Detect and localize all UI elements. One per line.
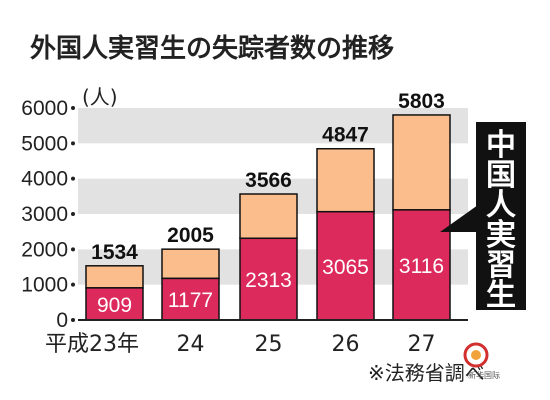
y-tick-mark bbox=[71, 318, 75, 322]
bar-lower-value-label: 1177 bbox=[168, 289, 213, 312]
y-tick-mark bbox=[71, 141, 75, 146]
bar-total-label: 1534 bbox=[91, 241, 138, 264]
y-tick-mark bbox=[71, 176, 75, 181]
x-tick-label: 26 bbox=[332, 332, 360, 357]
bar-upper-segment bbox=[239, 193, 298, 240]
callout-box: 中国人実習生 bbox=[440, 122, 526, 313]
y-tick-label: 2000 bbox=[21, 238, 68, 261]
y-axis-unit-label: (人) bbox=[82, 85, 118, 109]
bar-lower-value-label: 3065 bbox=[322, 256, 369, 279]
y-tick-mark bbox=[71, 247, 75, 252]
bar-upper-segment bbox=[316, 147, 375, 213]
bar-lower-value-label: 909 bbox=[97, 294, 132, 317]
bar-total-label: 3566 bbox=[245, 169, 292, 192]
y-axis: 0 1000 2000 3000 4000 5000 6000 bbox=[21, 97, 75, 332]
bar-lower-value-label: 2313 bbox=[245, 269, 292, 292]
bar-upper-segment bbox=[392, 114, 451, 211]
bar-upper-segment bbox=[161, 248, 220, 280]
bars: 909 1534 1177 2005 2313 3566 3065 4847 3116 5803 bbox=[85, 90, 451, 321]
y-tick-label: 6000 bbox=[21, 97, 68, 120]
bar-total-label: 2005 bbox=[167, 224, 214, 247]
y-tick-label: 5000 bbox=[21, 132, 68, 155]
chart-title: 外国人実習生の失踪者数の推移 bbox=[30, 33, 394, 64]
bar-lower-segment bbox=[85, 287, 144, 321]
watermark: 新华国际 bbox=[463, 342, 500, 380]
x-tick-label: 25 bbox=[255, 332, 283, 357]
callout-label: 中国人実習生 bbox=[486, 128, 516, 313]
y-tick-label: 0 bbox=[56, 309, 68, 332]
watermark-logo-inner bbox=[471, 350, 481, 360]
y-tick-label: 4000 bbox=[21, 168, 68, 191]
bar-lower-segment bbox=[239, 237, 298, 321]
y-tick-label: 1000 bbox=[21, 274, 68, 297]
y-tick-label: 3000 bbox=[21, 203, 68, 226]
x-axis: 平成23年 24 25 26 27 bbox=[45, 319, 468, 357]
source-note: ※法務省調べ bbox=[368, 361, 485, 385]
x-tick-label: 27 bbox=[408, 332, 436, 357]
y-tick-mark bbox=[71, 212, 75, 216]
bar-total-label: 5803 bbox=[398, 90, 445, 113]
x-tick-label: 24 bbox=[177, 332, 205, 357]
y-tick-mark bbox=[71, 282, 75, 287]
bar-lower-segment bbox=[161, 277, 220, 321]
watermark-logo-icon bbox=[463, 342, 489, 368]
bar-total-label: 4847 bbox=[322, 124, 369, 147]
watermark-text: 新华国际 bbox=[468, 370, 500, 380]
bar-lower-value-label: 3116 bbox=[399, 255, 444, 278]
x-tick-label: 平成23年 bbox=[45, 332, 139, 357]
y-tick-mark bbox=[71, 106, 75, 110]
bar-upper-segment bbox=[85, 265, 144, 289]
